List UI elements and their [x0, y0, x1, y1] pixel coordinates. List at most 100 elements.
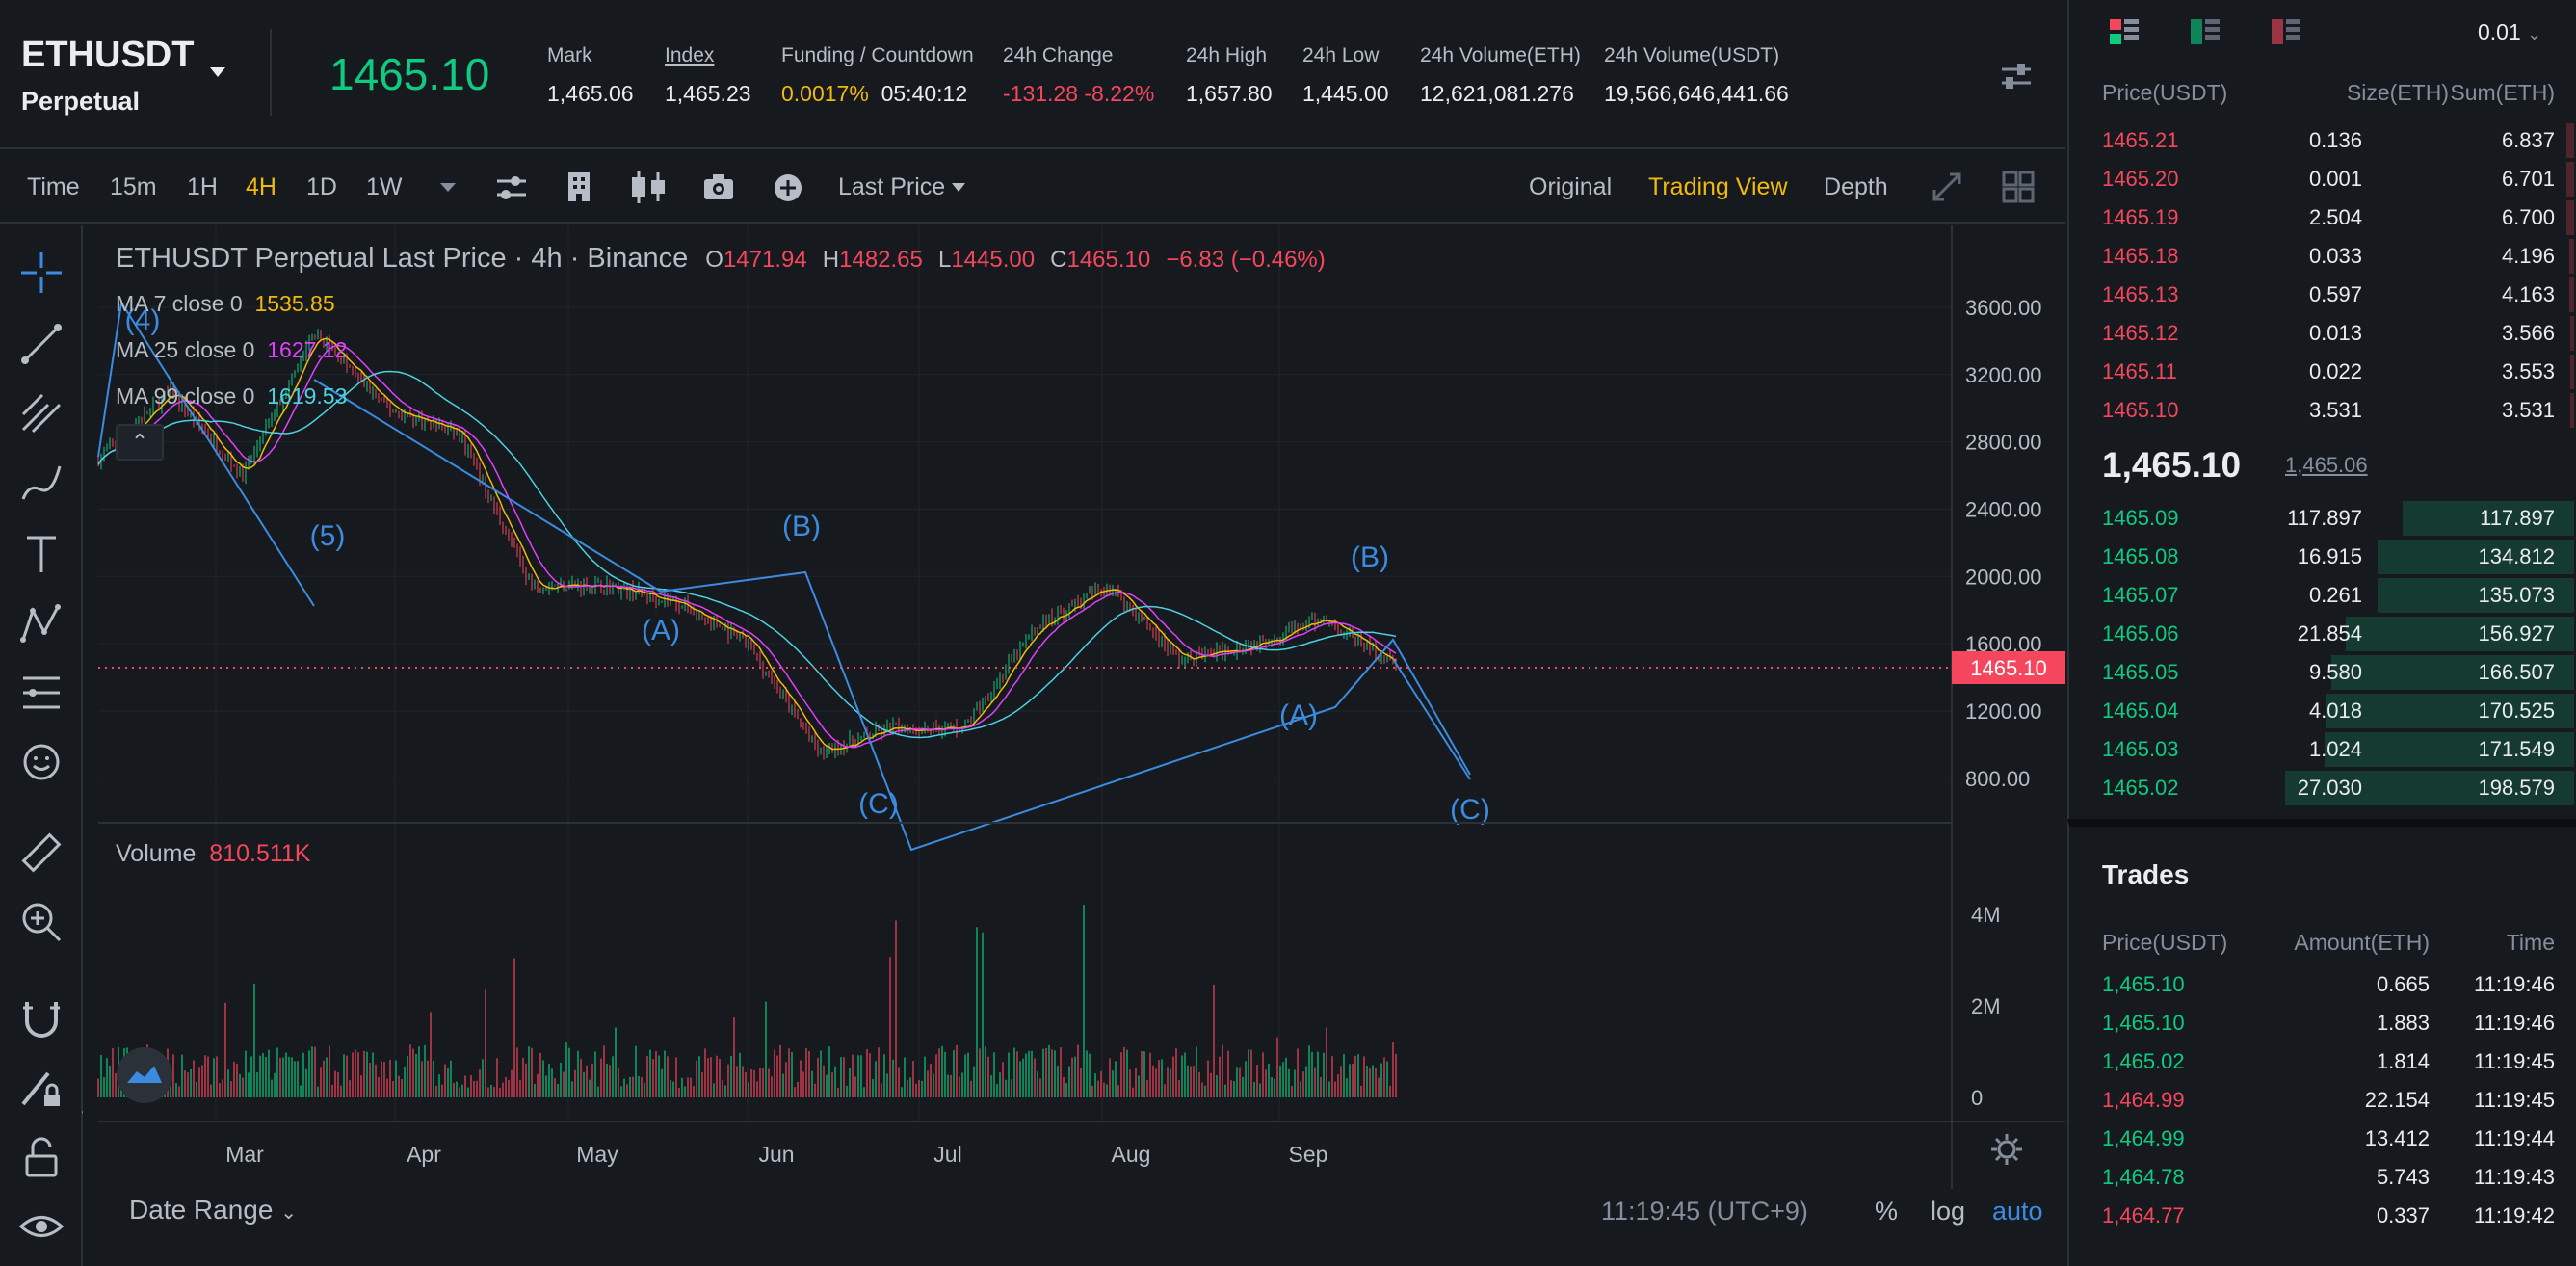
- volume-bar: [632, 1076, 634, 1097]
- ask-row[interactable]: 1465.10 3.531 3.531: [2069, 391, 2574, 430]
- volume-bar: [765, 1001, 767, 1097]
- bid-row[interactable]: 1465.03 1.024 171.549: [2069, 730, 2574, 769]
- candlestick-type-icon[interactable]: [629, 169, 668, 205]
- add-indicator-icon[interactable]: [773, 172, 803, 203]
- wave-line: [97, 300, 315, 607]
- measure-lines-icon[interactable]: [19, 671, 64, 715]
- camera-icon[interactable]: [702, 172, 735, 201]
- price-type-chevron-icon[interactable]: [952, 183, 965, 192]
- bid-row[interactable]: 1465.09 117.897 117.897: [2069, 499, 2574, 538]
- magnet-icon[interactable]: [19, 996, 64, 1041]
- chart-settings-gear-icon[interactable]: [1990, 1133, 2023, 1166]
- volume-bar: [800, 1060, 802, 1097]
- ask-row[interactable]: 1465.13 0.597 4.163: [2069, 276, 2574, 314]
- pattern-tool-icon[interactable]: [19, 601, 64, 646]
- orderbook-both-view-icon[interactable]: [2108, 17, 2141, 46]
- stat-index[interactable]: Index 1,465.23: [665, 44, 751, 106]
- bid-row[interactable]: 1465.02 27.030 198.579: [2069, 769, 2574, 807]
- volume-bar: [935, 1054, 937, 1097]
- trade-time: 11:19:45: [2473, 1049, 2555, 1073]
- trend-line-icon[interactable]: [19, 322, 64, 366]
- tradingview-chart[interactable]: (4) (5) (A) (B) (C) (A) (B) (C) 1465.10 3600.00…: [83, 225, 2065, 1266]
- interval-15m[interactable]: 15m: [110, 173, 157, 200]
- price-type-select[interactable]: Last Price: [838, 173, 946, 200]
- settings-sliders-icon[interactable]: [2000, 62, 2033, 91]
- view-original[interactable]: Original: [1529, 173, 1613, 200]
- orderbook-asks-view-icon[interactable]: [2270, 17, 2302, 46]
- volume-bar: [1242, 1076, 1244, 1097]
- stat-24h-volume-usdt: 24h Volume(USDT) 19,566,646,441.66: [1604, 44, 1789, 106]
- volume-bar: [866, 1049, 868, 1097]
- interval-time[interactable]: Time: [27, 173, 80, 200]
- scale-auto-toggle[interactable]: auto: [1992, 1197, 2043, 1226]
- interval-4h[interactable]: 4H: [246, 173, 276, 200]
- eye-visibility-icon[interactable]: [19, 1204, 64, 1249]
- volume-bar: [973, 1066, 975, 1097]
- volume-bar: [490, 1084, 492, 1097]
- view-depth[interactable]: Depth: [1824, 173, 1888, 200]
- text-tool-icon[interactable]: [19, 532, 64, 576]
- bid-row[interactable]: 1465.08 16.915 134.812: [2069, 538, 2574, 576]
- ask-row[interactable]: 1465.11 0.022 3.553: [2069, 353, 2574, 391]
- volume-bar: [753, 1069, 755, 1097]
- volume-bar: [389, 1060, 391, 1097]
- bid-row[interactable]: 1465.04 4.018 170.525: [2069, 692, 2574, 730]
- volume-bar: [357, 1052, 359, 1097]
- ask-row[interactable]: 1465.19 2.504 6.700: [2069, 198, 2574, 237]
- tick-size-select[interactable]: 0.01 ⌄: [2478, 19, 2542, 44]
- symbol-name[interactable]: ETHUSDT: [21, 35, 195, 75]
- ask-row[interactable]: 1465.12 0.013 3.566: [2069, 314, 2574, 353]
- unlock-icon[interactable]: [19, 1135, 64, 1179]
- interval-1d[interactable]: 1D: [306, 173, 337, 200]
- view-trading-view[interactable]: Trading View: [1648, 173, 1788, 200]
- volume-bar: [1115, 1061, 1117, 1097]
- lock-drawing-icon[interactable]: [19, 1066, 64, 1110]
- ask-row[interactable]: 1465.18 0.033 4.196: [2069, 237, 2574, 276]
- orderbook-bids-view-icon[interactable]: [2189, 17, 2221, 46]
- volume-bar: [444, 1064, 446, 1097]
- bid-row[interactable]: 1465.06 21.854 156.927: [2069, 615, 2574, 653]
- mark-price-small[interactable]: 1,465.06: [2285, 453, 2368, 477]
- volume-bar: [175, 1083, 177, 1097]
- volume-bar: [565, 1042, 567, 1097]
- date-range-button[interactable]: Date Range ⌄: [129, 1195, 297, 1225]
- volume-bar: [1250, 1049, 1252, 1097]
- volume-bar: [1129, 1069, 1131, 1097]
- scale-log-toggle[interactable]: log: [1931, 1197, 1966, 1226]
- volume-bar: [329, 1045, 330, 1097]
- emoji-icon[interactable]: [19, 740, 64, 784]
- volume-bar: [248, 1072, 250, 1097]
- volume-bar: [453, 1082, 455, 1097]
- ask-row[interactable]: 1465.21 0.136 6.837: [2069, 121, 2574, 160]
- symbol-dropdown-icon[interactable]: [210, 67, 225, 77]
- volume-bar: [378, 1076, 380, 1097]
- collapse-legend-button[interactable]: ⌃: [116, 424, 164, 461]
- layout-grid-icon[interactable]: [2002, 171, 2035, 203]
- price-chart-canvas[interactable]: (4) (5) (A) (B) (C) (A) (B) (C) 1465.10 3600.00…: [83, 225, 2065, 1266]
- ma99-line: [97, 370, 1397, 739]
- tradingview-logo-icon[interactable]: [116, 1046, 173, 1104]
- volume-bar: [1334, 1081, 1336, 1097]
- fib-tool-icon[interactable]: [19, 391, 64, 435]
- scale-percent-toggle[interactable]: %: [1875, 1197, 1899, 1226]
- bid-row[interactable]: 1465.05 9.580 166.507: [2069, 653, 2574, 692]
- price-cell: 1465.20: [2102, 167, 2179, 191]
- volume-bar: [447, 1068, 449, 1097]
- brush-icon[interactable]: [19, 461, 64, 505]
- fullscreen-icon[interactable]: [1931, 171, 1963, 203]
- bid-row[interactable]: 1465.07 0.261 135.073: [2069, 576, 2574, 615]
- ask-row[interactable]: 1465.20 0.001 6.701: [2069, 160, 2574, 198]
- interval-1h[interactable]: 1H: [187, 173, 218, 200]
- indicator-settings-icon[interactable]: [495, 172, 528, 203]
- zoom-in-icon[interactable]: [19, 900, 64, 944]
- volume-bar: [846, 1085, 848, 1097]
- volume-bar: [450, 1060, 452, 1097]
- trades-list: 1,465.10 0.665 11:19:46 1,465.10 1.883 11:19:…: [2069, 965, 2574, 1254]
- interval-more-icon[interactable]: [440, 183, 456, 192]
- crosshair-icon[interactable]: [19, 251, 64, 295]
- ruler-icon[interactable]: [19, 831, 64, 875]
- size-cell: 0.033: [2308, 244, 2362, 268]
- interval-1w[interactable]: 1W: [366, 173, 403, 200]
- volume-bar: [340, 1085, 342, 1097]
- building-icon[interactable]: [566, 171, 591, 203]
